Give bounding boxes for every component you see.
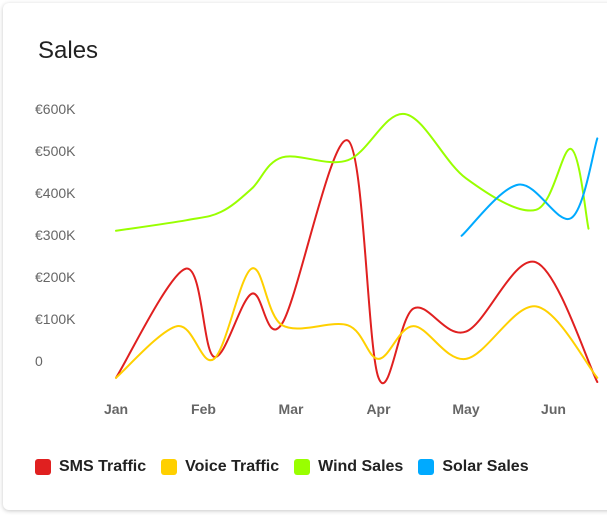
series-line-solar-sales[interactable] [460,137,599,237]
legend-label-sms-traffic: SMS Traffic [59,458,147,475]
y-tick-label: €300K [35,227,76,243]
x-tick-label: Feb [191,401,216,417]
plot-area [115,112,599,384]
legend-swatch-wind-sales [294,459,311,475]
y-tick-label: 0 [35,353,43,369]
legend-label-voice-traffic: Voice Traffic [185,458,280,475]
legend-label-wind-sales: Wind Sales [318,458,404,475]
y-tick-label: €600K [35,101,76,117]
y-tick-label: €100K [35,311,76,327]
chart-title: Sales [38,37,99,64]
series-line-sms-traffic[interactable] [115,139,599,384]
x-tick-label: May [452,401,479,417]
legend-item-voice-traffic[interactable]: Voice Traffic [161,458,279,476]
x-tick-label: Apr [366,401,391,417]
legend-swatch-sms-traffic [35,459,51,475]
legend-swatch-voice-traffic [161,459,178,475]
series-line-voice-traffic[interactable] [115,267,599,379]
y-tick-label: €500K [35,143,76,159]
x-tick-label: Jun [541,401,566,417]
legend-item-solar-sales[interactable]: Solar Sales [418,458,529,476]
legend-label-solar-sales: Solar Sales [442,458,529,475]
chart-legend: SMS Traffic Voice Traffic Wind Sales Sol… [35,458,544,476]
y-tick-label: €200K [35,269,76,285]
x-tick-label: Mar [279,401,304,417]
legend-item-wind-sales[interactable]: Wind Sales [294,458,403,476]
series-line-wind-sales[interactable] [115,112,590,232]
x-tick-label: Jan [104,401,128,417]
legend-item-sms-traffic[interactable]: SMS Traffic [35,458,146,476]
y-tick-label: €400K [35,185,76,201]
legend-swatch-solar-sales [418,459,435,475]
